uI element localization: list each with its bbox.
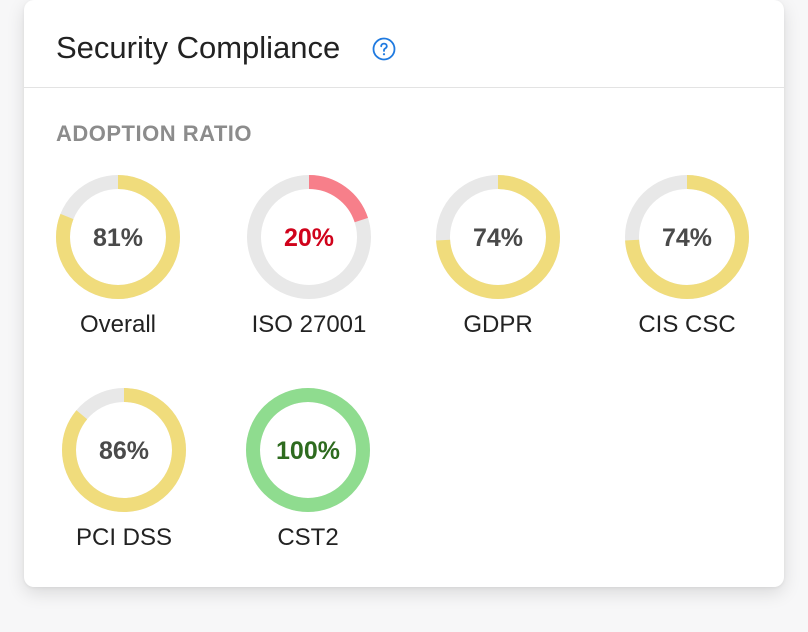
gauge-percent: 100% xyxy=(276,437,340,465)
donut-chart: 100% xyxy=(246,388,370,512)
donut-arc xyxy=(625,175,749,299)
gauge-percent: 81% xyxy=(93,224,143,252)
gauge-percent: 20% xyxy=(284,224,334,252)
gauge-percent: 74% xyxy=(662,224,712,252)
donut-chart: 86% xyxy=(62,388,186,512)
donut-arc xyxy=(56,175,180,299)
donut-arc xyxy=(62,388,186,512)
question-circle-icon[interactable] xyxy=(372,37,396,61)
donut-arc xyxy=(246,388,370,512)
gauge-cis-csc[interactable]: 74% CIS CSC xyxy=(612,173,762,353)
donut-arc xyxy=(247,175,371,299)
gauge-pci-dss[interactable]: 86% PCI DSS xyxy=(49,386,199,566)
gauge-label: ISO 27001 xyxy=(251,311,367,338)
gauge-label: GDPR xyxy=(463,311,533,338)
donut-chart: 20% xyxy=(247,175,371,299)
gauge-percent: 86% xyxy=(99,437,149,465)
gauge-percent: 74% xyxy=(473,224,523,252)
donut-chart: 74% xyxy=(625,175,749,299)
card-header: Security Compliance xyxy=(24,0,784,88)
gauge-label: CST2 xyxy=(277,524,339,551)
gauge-cst2[interactable]: 100% CST2 xyxy=(233,386,383,566)
security-compliance-card: Security Compliance ADOPTION RATIO 81% O… xyxy=(24,0,784,587)
gauge-gdpr[interactable]: 74% GDPR xyxy=(423,173,573,353)
gauge-label: Overall xyxy=(79,311,157,338)
gauge-overall[interactable]: 81% Overall xyxy=(43,173,193,353)
gauge-label: CIS CSC xyxy=(638,311,736,338)
gauge-label: PCI DSS xyxy=(75,524,173,551)
donut-chart: 81% xyxy=(56,175,180,299)
donut-chart: 74% xyxy=(436,175,560,299)
donut-arc xyxy=(436,175,560,299)
card-title: Security Compliance xyxy=(56,30,341,65)
adoption-ratio-label: ADOPTION RATIO xyxy=(56,121,253,146)
gauge-iso-27001[interactable]: 20% ISO 27001 xyxy=(234,173,384,353)
